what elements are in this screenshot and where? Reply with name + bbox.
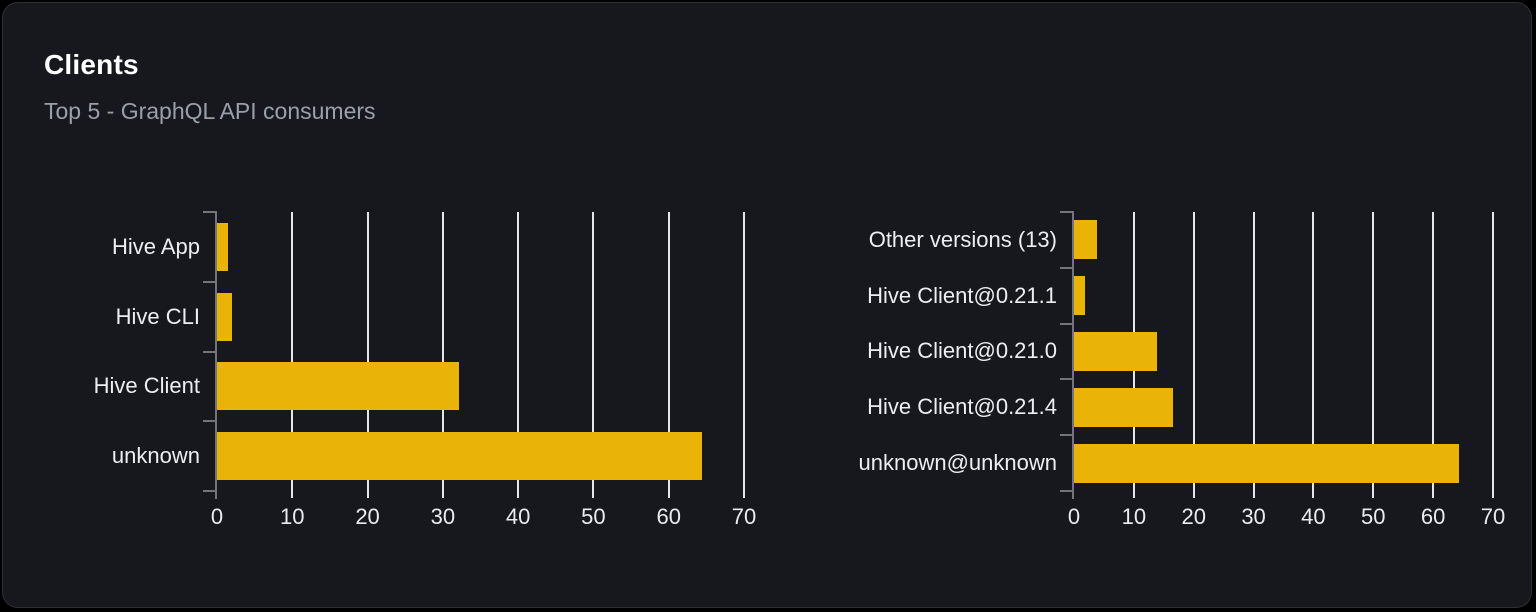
grid-line <box>1252 212 1255 498</box>
axis-tick <box>203 281 216 283</box>
x-tick-label: 70 <box>731 504 757 529</box>
x-tick-label: 0 <box>210 504 224 529</box>
x-tick-label: 50 <box>1361 504 1386 529</box>
grid-line <box>667 212 670 498</box>
y-axis-line <box>1072 211 1074 499</box>
category-label: Other versions (13) <box>868 226 1057 252</box>
axis-tick <box>1060 434 1073 436</box>
x-tick-label: 10 <box>1121 504 1147 529</box>
x-tick-label: 40 <box>1301 504 1326 529</box>
bar[interactable] <box>217 432 702 480</box>
grid-line <box>291 212 294 498</box>
axis-tick <box>1060 378 1073 380</box>
category-label: unknown@unknown <box>858 450 1057 476</box>
category-label: Hive Client@0.21.4 <box>867 394 1057 420</box>
category-label: Hive Client@0.21.0 <box>867 338 1057 364</box>
grid-line <box>366 212 369 498</box>
client-versions-chart[interactable]: 0 10 20 30 40 50 60 70 Other versions (13) Hive C… <box>859 211 1505 529</box>
x-tick-label: 60 <box>1420 504 1446 529</box>
x-tick-label: 60 <box>656 504 681 529</box>
axis-tick <box>1060 323 1073 325</box>
bar[interactable] <box>217 362 460 410</box>
x-tick-label: 10 <box>280 504 305 529</box>
grid-line <box>1312 212 1315 498</box>
bar[interactable] <box>217 293 233 341</box>
category-label: Hive Client@0.21.1 <box>867 282 1057 308</box>
category-label: unknown <box>111 443 200 469</box>
axis-tick <box>1060 267 1073 269</box>
bar[interactable] <box>1074 276 1085 315</box>
grid-line <box>1492 212 1494 498</box>
x-tick-label: 40 <box>505 504 531 529</box>
bar[interactable] <box>1074 388 1173 427</box>
category-label: Hive Client <box>93 373 200 399</box>
grid-line <box>592 212 595 498</box>
x-tick-label: 0 <box>1067 504 1081 529</box>
card-title: Clients <box>44 49 139 80</box>
card-subtitle: Top 5 - GraphQL API consumers <box>44 98 376 124</box>
x-tick-label: 20 <box>1181 504 1206 529</box>
category-label: Hive CLI <box>115 303 200 329</box>
y-axis-line <box>215 211 217 499</box>
axis-tick <box>203 420 216 422</box>
grid-line <box>441 212 444 498</box>
axis-tick <box>1060 490 1073 492</box>
axis-tick <box>203 351 216 353</box>
top-clients-chart[interactable]: 0 10 20 30 40 50 60 70 Hive App Hive CLI Hive Clie… <box>94 211 756 529</box>
grid-line <box>743 212 745 498</box>
grid-line <box>517 212 520 498</box>
axis-tick <box>203 211 216 213</box>
x-tick-label: 30 <box>1241 504 1266 529</box>
category-label: Hive App <box>111 233 200 259</box>
x-tick-label: 50 <box>581 504 606 529</box>
grid-line <box>1192 212 1195 498</box>
x-tick-label: 70 <box>1480 504 1506 529</box>
x-tick-label: 30 <box>430 504 456 529</box>
axis-tick <box>1060 211 1073 213</box>
bar[interactable] <box>1074 332 1157 371</box>
grid-line <box>1432 212 1435 498</box>
x-tick-label: 20 <box>355 504 380 529</box>
bar[interactable] <box>1074 220 1098 259</box>
bar[interactable] <box>217 223 228 271</box>
axis-tick <box>203 490 216 492</box>
bar[interactable] <box>1074 444 1459 483</box>
grid-line <box>1372 212 1375 498</box>
